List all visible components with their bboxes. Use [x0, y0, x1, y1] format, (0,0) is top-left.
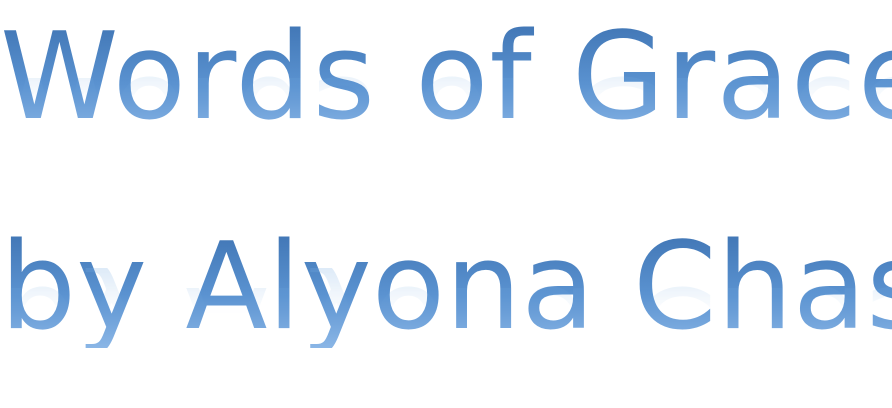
- title-text: Words of Grace: [0, 18, 892, 138]
- title-line-2: by Alyona Chase: [0, 228, 892, 348]
- author-text: by Alyona Chase: [0, 228, 892, 348]
- title-line-1: Words of Grace: [0, 18, 892, 138]
